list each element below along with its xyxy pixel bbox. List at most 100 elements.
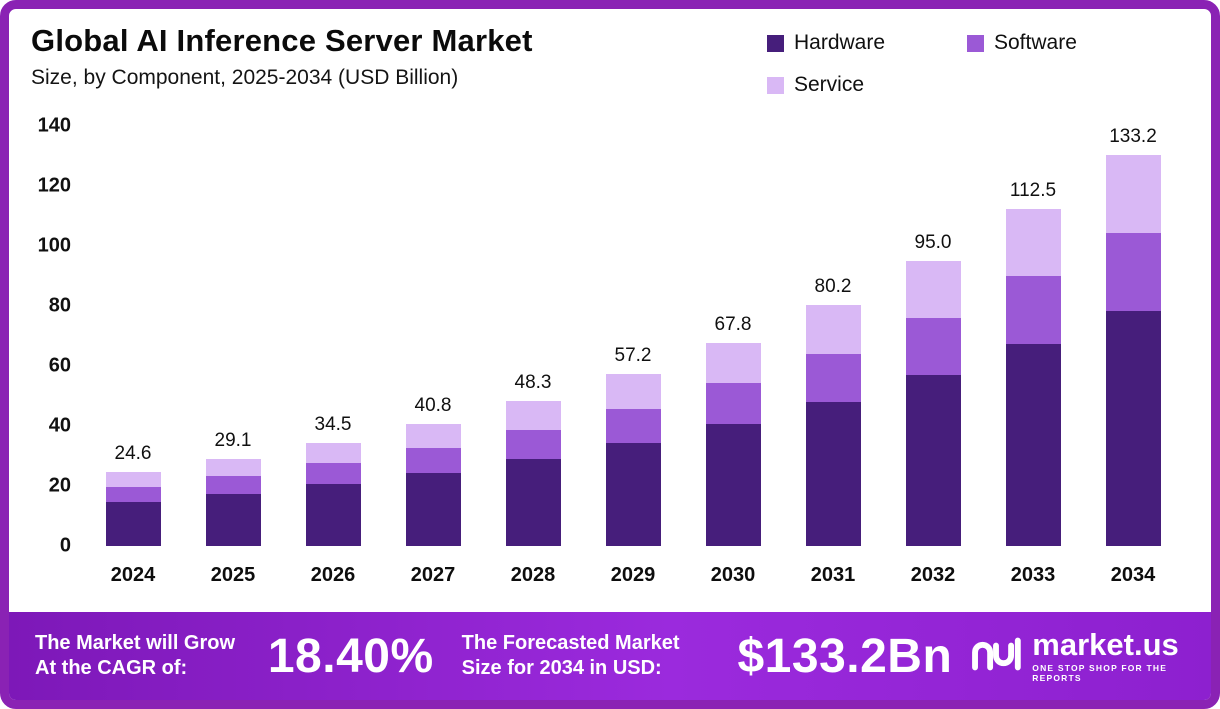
bar-total-label: 29.1 <box>214 429 252 451</box>
bar-segment-hardware <box>205 493 261 547</box>
forecast-value: $133.2Bn <box>737 629 953 683</box>
bar-total-label: 24.6 <box>114 443 152 465</box>
legend-swatch-icon <box>767 76 784 94</box>
bar-column-2034: 133.2 <box>1083 126 1183 546</box>
y-tick-label: 100 <box>37 234 71 257</box>
bar-total-label: 80.2 <box>814 276 852 298</box>
chart-legend: Hardware Software Service <box>767 31 1167 97</box>
bar-segment-service <box>905 261 961 319</box>
legend-label: Hardware <box>794 31 886 54</box>
bar-segment-service <box>805 305 861 354</box>
x-axis-label-2025: 2025 <box>210 564 256 586</box>
bar-segment-hardware <box>405 472 461 546</box>
x-axis-label-2028: 2028 <box>510 564 556 586</box>
marketus-logo-icon <box>970 632 1022 681</box>
footer-banner: The Market will Grow At the CAGR of: 18.… <box>9 612 1211 700</box>
chart-subtitle: Size, by Component, 2025-2034 (USD Billi… <box>31 66 459 89</box>
bar-segment-service <box>305 442 361 464</box>
bar-segment-hardware <box>705 423 761 546</box>
bar-segment-software <box>305 463 361 484</box>
cagr-value: 18.40% <box>267 629 434 683</box>
bar-segment-software <box>405 447 461 473</box>
y-axis: 0 20 40 60 80 100 120 140 <box>19 115 83 557</box>
bar-segment-service <box>1005 208 1061 276</box>
bar-segment-software <box>705 383 761 424</box>
bar-column-2029: 57.2 <box>583 126 683 546</box>
brand-block[interactable]: market.us ONE STOP SHOP FOR THE REPORTS <box>970 629 1185 683</box>
x-axis-label-2033: 2033 <box>1010 564 1056 586</box>
bar-segment-service <box>705 342 761 384</box>
y-tick-label: 60 <box>48 354 71 377</box>
forecast-label: The Forecasted Market Size for 2034 in U… <box>461 632 680 679</box>
stacked-bar-2024 <box>105 472 161 546</box>
stacked-bar-2034 <box>1105 155 1161 546</box>
stacked-bar-2025 <box>205 458 261 547</box>
x-axis-label-2024: 2024 <box>110 564 156 586</box>
bar-segment-software <box>905 318 961 376</box>
bar-column-2027: 40.8 <box>383 126 483 546</box>
stacked-bar-2032 <box>905 261 961 546</box>
bar-column-2032: 95.0 <box>883 126 983 546</box>
legend-item-hardware: Hardware <box>767 31 967 55</box>
plot-region: 24.6 29.1 34.5 40.8 48.3 57.2 67.8 80.2 95.0 112.… <box>83 96 1183 612</box>
bar-column-2033: 112.5 <box>983 126 1083 546</box>
legend-swatch-icon <box>767 34 784 52</box>
bar-column-2025: 29.1 <box>183 126 283 547</box>
stacked-bar-2029 <box>605 374 661 546</box>
bar-segment-service <box>1105 155 1161 234</box>
bar-segment-software <box>1105 233 1161 312</box>
x-axis-label-2026: 2026 <box>310 564 356 586</box>
cagr-label: The Market will Grow At the CAGR of: <box>35 632 236 679</box>
bar-segment-software <box>605 408 661 444</box>
bar-segment-software <box>505 429 561 459</box>
x-axis-label-2029: 2029 <box>610 564 656 586</box>
bar-segment-hardware <box>505 459 561 546</box>
bar-column-2031: 80.2 <box>783 126 883 546</box>
bar-segment-hardware <box>1105 311 1161 546</box>
stacked-bar-2026 <box>305 442 361 546</box>
bar-total-label: 40.8 <box>414 394 452 416</box>
bar-total-label: 67.8 <box>714 313 752 335</box>
bar-column-2024: 24.6 <box>83 126 183 546</box>
bar-column-2028: 48.3 <box>483 126 583 546</box>
x-axis-label-2032: 2032 <box>910 564 956 586</box>
x-axis-label-2027: 2027 <box>410 564 456 586</box>
brand-name: market.us <box>1032 627 1179 662</box>
y-tick-label: 40 <box>48 414 71 437</box>
bar-column-2030: 67.8 <box>683 126 783 546</box>
stacked-bar-2031 <box>805 305 861 546</box>
plot-area: 24.6 29.1 34.5 40.8 48.3 57.2 67.8 80.2 95.0 112.… <box>83 126 1183 547</box>
stacked-bar-2028 <box>505 401 561 546</box>
y-tick-label: 80 <box>48 294 71 317</box>
x-axis-label-2034: 2034 <box>1110 564 1156 586</box>
legend-label: Software <box>994 31 1077 54</box>
bar-segment-software <box>105 486 161 502</box>
bar-segment-hardware <box>605 443 661 546</box>
x-axis: 2024 2025 2026 2027 2028 2029 2030 2031 2032 2033… <box>83 564 1183 587</box>
bar-segment-hardware <box>1005 343 1061 546</box>
brand-tagline: ONE STOP SHOP FOR THE REPORTS <box>1032 663 1168 683</box>
bar-total-label: 48.3 <box>514 372 552 394</box>
bar-segment-software <box>805 353 861 402</box>
stacked-bar-2030 <box>705 342 761 546</box>
y-tick-label: 140 <box>37 114 71 137</box>
bar-total-label: 57.2 <box>614 345 652 367</box>
bar-segment-software <box>1005 276 1061 344</box>
bar-total-label: 112.5 <box>1009 179 1057 201</box>
y-tick-label: 120 <box>37 174 71 197</box>
legend-item-software: Software <box>967 31 1167 55</box>
bar-segment-service <box>205 458 261 477</box>
x-axis-label-2031: 2031 <box>810 564 856 586</box>
bar-segment-hardware <box>905 375 961 546</box>
stacked-bar-2033 <box>1005 208 1061 546</box>
bar-segment-hardware <box>805 401 861 546</box>
legend-label: Service <box>794 73 865 96</box>
bar-segment-service <box>505 401 561 430</box>
bar-segment-service <box>605 374 661 409</box>
bar-segment-hardware <box>305 483 361 546</box>
legend-swatch-icon <box>967 34 984 52</box>
x-axis-label-2030: 2030 <box>710 564 756 586</box>
bar-segment-service <box>405 423 461 448</box>
legend-item-service: Service <box>767 73 967 97</box>
